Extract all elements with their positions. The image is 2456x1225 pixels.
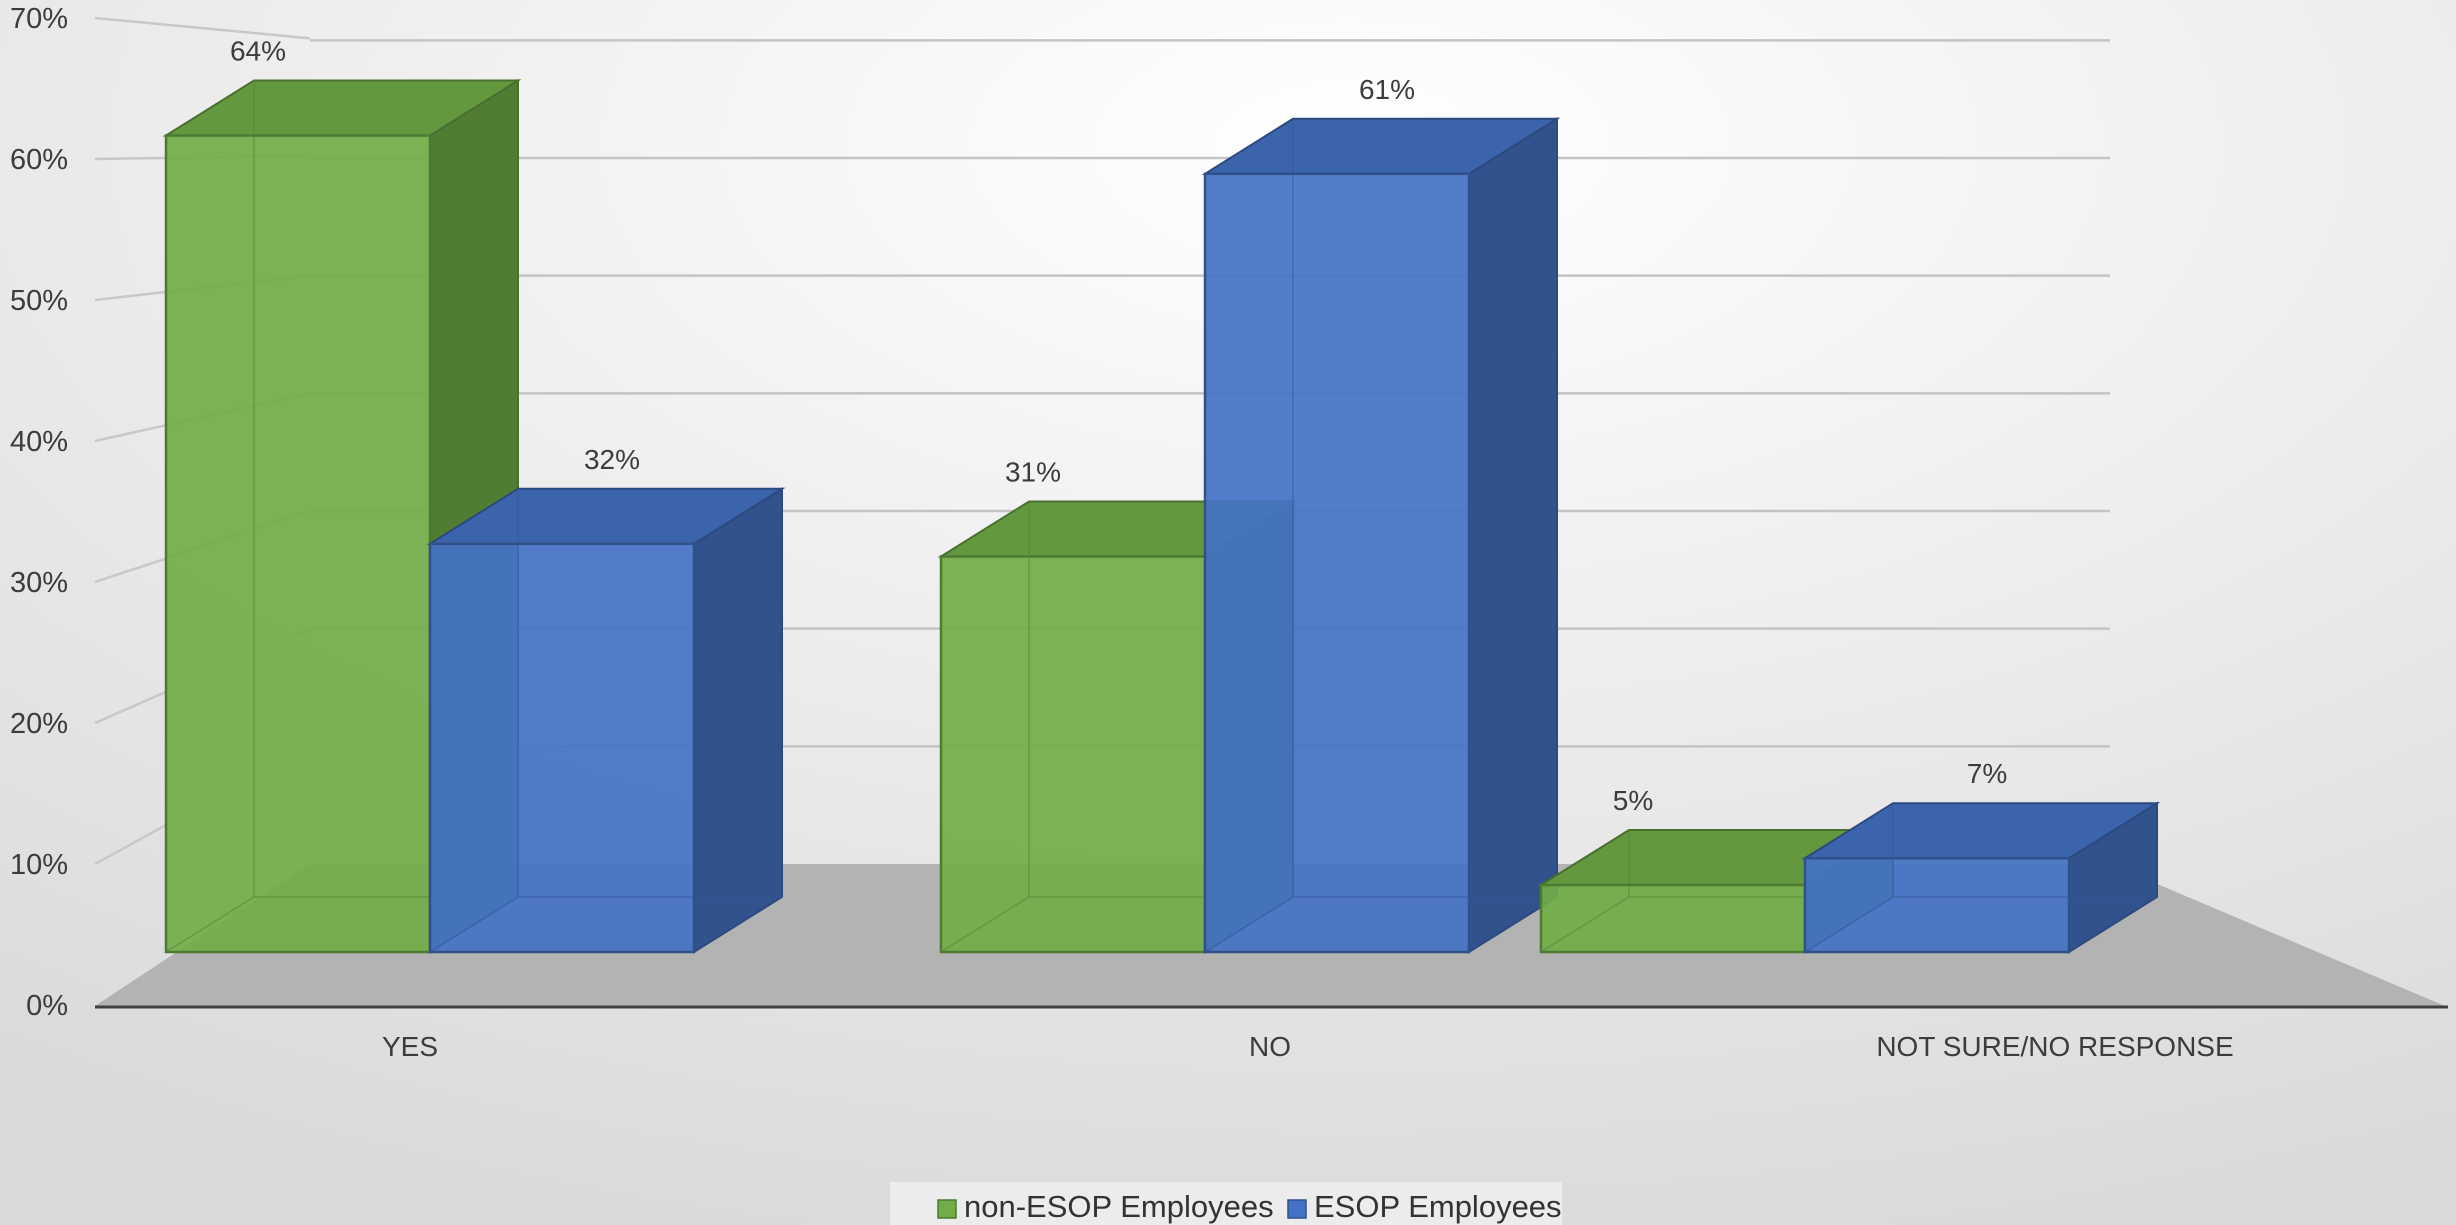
legend-box bbox=[890, 1182, 1562, 1225]
data-label: 31% bbox=[1005, 457, 1061, 488]
y-tick-label: 50% bbox=[10, 285, 68, 317]
legend-label: ESOP Employees bbox=[1314, 1189, 1562, 1224]
y-tick-label: 40% bbox=[10, 426, 68, 458]
legend-swatch bbox=[1287, 1199, 1307, 1219]
bar bbox=[1201, 116, 1561, 954]
data-label: 7% bbox=[1967, 758, 2007, 789]
legend-label: non-ESOP Employees bbox=[964, 1189, 1274, 1224]
bar bbox=[426, 486, 786, 954]
y-tick-label: 70% bbox=[10, 3, 68, 35]
gridline-diagonal bbox=[94, 16, 311, 40]
bar bbox=[1801, 801, 2161, 954]
y-tick-label: 10% bbox=[10, 849, 68, 881]
data-label: 61% bbox=[1359, 74, 1415, 105]
data-label: 32% bbox=[584, 444, 640, 475]
data-label: 5% bbox=[1613, 785, 1653, 816]
x-category-label: YES bbox=[382, 1031, 438, 1062]
x-category-label: NO bbox=[1249, 1031, 1291, 1062]
y-tick-label: 20% bbox=[10, 708, 68, 740]
y-tick-label: 0% bbox=[26, 990, 68, 1022]
x-category-label: NOT SURE/NO RESPONSE bbox=[1876, 1031, 2233, 1062]
data-label: 64% bbox=[230, 36, 286, 67]
y-tick-label: 60% bbox=[10, 144, 68, 176]
y-tick-label: 30% bbox=[10, 567, 68, 599]
legend-swatch bbox=[937, 1199, 957, 1219]
